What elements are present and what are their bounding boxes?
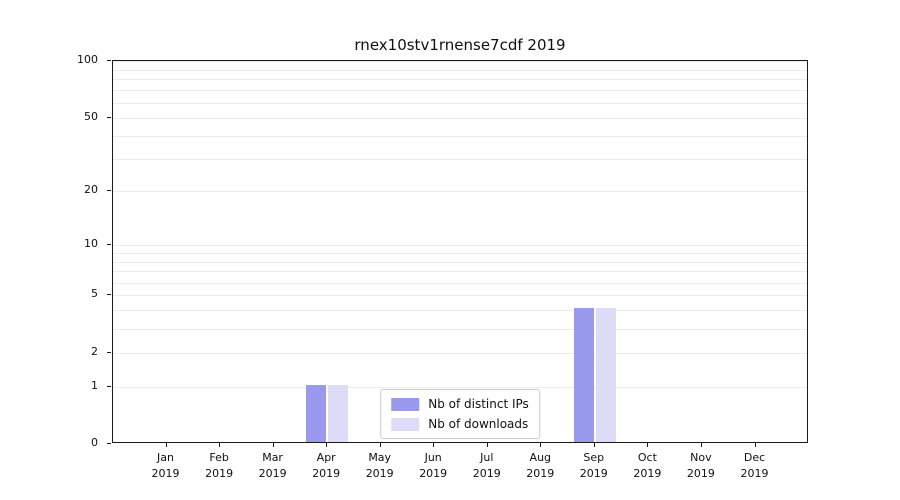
x-tick-label: Apr 2019 xyxy=(312,451,341,480)
gridline xyxy=(113,271,807,273)
x-tick-mark xyxy=(647,443,649,447)
gridline xyxy=(113,245,807,246)
gridline xyxy=(113,191,807,193)
x-tick-label: Jun 2019 xyxy=(419,451,448,480)
x-tick-label: Nov 2019 xyxy=(686,451,715,480)
gridline xyxy=(113,159,807,160)
x-tick-label: Mar 2019 xyxy=(258,451,287,480)
legend-swatch-downloads xyxy=(391,417,420,431)
x-tick-mark xyxy=(326,443,328,447)
y-tick-mark xyxy=(107,294,111,296)
bar-distinct-ips xyxy=(306,384,327,442)
y-tick-mark xyxy=(107,116,111,118)
y-tick-label: 50 xyxy=(84,109,98,123)
x-tick-label: May 2019 xyxy=(365,451,394,480)
gridline xyxy=(113,117,807,119)
gridline xyxy=(113,261,807,263)
gridline xyxy=(113,79,807,81)
x-tick-mark xyxy=(379,443,381,447)
y-tick-label: 5 xyxy=(91,287,98,301)
x-tick-mark xyxy=(272,443,274,447)
x-tick-label: Dec 2019 xyxy=(740,451,769,480)
x-tick-mark xyxy=(754,443,756,447)
x-tick-mark xyxy=(593,443,595,447)
y-tick-mark xyxy=(107,60,111,61)
plot-area xyxy=(112,60,808,443)
y-tick-mark xyxy=(107,443,111,444)
x-tick-label: Oct 2019 xyxy=(633,451,662,480)
legend: Nb of distinct IPs Nb of downloads xyxy=(380,389,540,439)
y-tick-label: 1 xyxy=(91,378,98,392)
y-tick-label: 0 xyxy=(91,436,98,449)
y-tick-label: 10 xyxy=(84,237,98,250)
gridline xyxy=(113,69,807,71)
x-tick-mark xyxy=(165,443,167,447)
gridline xyxy=(113,386,807,388)
legend-swatch-distinct-ips xyxy=(391,397,420,411)
gridline xyxy=(113,329,807,330)
legend-label-downloads: Nb of downloads xyxy=(428,417,529,431)
bar-downloads xyxy=(595,308,616,442)
legend-item-downloads: Nb of downloads xyxy=(391,417,529,431)
legend-item-distinct-ips: Nb of distinct IPs xyxy=(391,397,529,411)
y-tick-mark xyxy=(107,351,111,353)
y-tick-label: 20 xyxy=(84,183,98,197)
bar-downloads xyxy=(328,384,349,442)
y-tick-mark xyxy=(107,244,111,245)
gridline xyxy=(113,352,807,354)
y-tick-mark xyxy=(107,190,111,192)
chart-title: rnex10stv1rnense7cdf 2019 xyxy=(354,36,566,54)
x-tick-label: Sep 2019 xyxy=(579,451,608,480)
gridline xyxy=(113,135,807,137)
x-tick-mark xyxy=(433,443,435,447)
x-tick-mark xyxy=(219,443,221,447)
gridline xyxy=(113,282,807,284)
gridline xyxy=(113,252,807,254)
y-tick-mark xyxy=(107,385,111,387)
gridline xyxy=(113,90,807,92)
x-tick-label: Jul 2019 xyxy=(472,451,501,480)
x-tick-label: Feb 2019 xyxy=(205,451,234,480)
x-tick-mark xyxy=(700,443,702,447)
y-tick-label: 2 xyxy=(91,344,98,358)
gridline xyxy=(113,295,807,297)
x-tick-label: Jan 2019 xyxy=(151,451,180,480)
x-tick-label: Aug 2019 xyxy=(526,451,555,480)
y-tick-label: 100 xyxy=(77,53,98,66)
x-tick-mark xyxy=(540,443,542,447)
bar-distinct-ips xyxy=(573,308,594,442)
gridline xyxy=(113,310,807,312)
x-tick-mark xyxy=(486,443,488,447)
gridline xyxy=(113,102,807,104)
gridline xyxy=(113,61,807,62)
legend-label-distinct-ips: Nb of distinct IPs xyxy=(428,397,529,411)
